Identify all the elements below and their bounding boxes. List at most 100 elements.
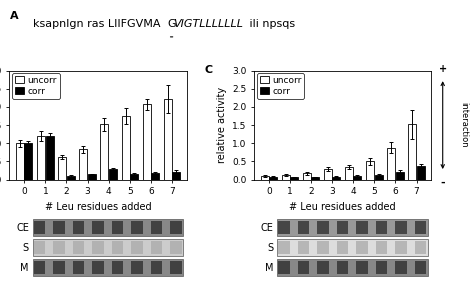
Bar [151,221,163,234]
Bar [73,261,84,274]
Bar [73,241,84,254]
Bar [33,219,183,236]
Text: VIGTLLLLLLL: VIGTLLLLLLL [173,19,243,29]
Bar [170,221,182,234]
Text: +: + [438,64,447,74]
Bar [58,157,66,180]
Bar [34,261,46,274]
Bar [269,177,277,180]
Bar [298,261,310,274]
Bar [337,221,348,234]
Bar [33,239,183,256]
Bar [376,241,387,254]
Bar [303,173,311,180]
Bar [408,124,416,180]
Bar [324,169,332,180]
Text: G: G [168,19,176,29]
Bar [278,261,290,274]
Bar [376,261,387,274]
Bar [34,241,46,254]
Bar [261,176,269,180]
Legend: uncorr, corr: uncorr, corr [12,73,60,99]
Bar [337,241,348,254]
Bar [356,261,368,274]
Bar [356,241,368,254]
Bar [415,261,427,274]
Bar [376,221,387,234]
Bar [33,259,183,276]
Bar [131,261,143,274]
Bar [54,241,65,254]
Bar [396,172,404,180]
Bar [417,166,425,180]
Bar [37,136,45,180]
Bar [25,143,33,180]
Bar [100,124,109,180]
Bar [277,219,428,236]
Text: S: S [267,243,273,253]
Bar [290,177,298,180]
Bar [67,176,75,180]
Bar [112,221,123,234]
Legend: uncorr, corr: uncorr, corr [257,73,304,99]
Bar [415,241,427,254]
Text: M: M [265,262,273,272]
Bar [395,241,407,254]
Bar [131,241,143,254]
Bar [170,241,182,254]
Text: C: C [204,65,212,75]
Bar [345,167,353,180]
Bar [395,261,407,274]
Bar [374,175,383,180]
Bar [151,261,163,274]
Text: CE: CE [16,223,29,233]
Bar [332,177,340,180]
Bar [92,221,104,234]
Bar [170,261,182,274]
Text: interaction: interaction [459,102,468,148]
Bar [366,161,374,180]
Bar [151,241,163,254]
Bar [54,221,65,234]
Bar [109,169,117,180]
X-axis label: # Leu residues added: # Leu residues added [290,202,396,212]
Bar [92,261,104,274]
Text: CE: CE [261,223,273,233]
Bar [311,177,319,180]
Bar [121,116,129,180]
Bar [278,221,290,234]
Bar [172,172,180,180]
Bar [34,221,46,234]
Bar [88,174,96,180]
X-axis label: # Leu residues added: # Leu residues added [45,202,151,212]
Bar [131,221,143,234]
Bar [354,176,362,180]
Text: A: A [9,11,18,21]
Bar [282,175,290,180]
Bar [79,149,87,180]
Bar [54,261,65,274]
Bar [277,259,428,276]
Bar [164,99,172,180]
Bar [46,136,54,180]
Bar [112,261,123,274]
Bar [318,241,329,254]
Bar [318,261,329,274]
Bar [277,239,428,256]
Text: S: S [23,243,29,253]
Bar [415,221,427,234]
Bar [143,104,151,180]
Bar [298,241,310,254]
Bar [318,221,329,234]
Bar [92,241,104,254]
Bar [130,174,138,180]
Bar [356,221,368,234]
Bar [387,148,395,180]
Bar [278,241,290,254]
Text: ksapnlgn ras LIIFGVMA: ksapnlgn ras LIIFGVMA [33,19,160,29]
Bar [298,221,310,234]
Text: ili npsqs: ili npsqs [246,19,295,29]
Y-axis label: relative activity: relative activity [217,87,227,163]
Text: -: - [440,177,445,188]
Bar [16,143,24,180]
